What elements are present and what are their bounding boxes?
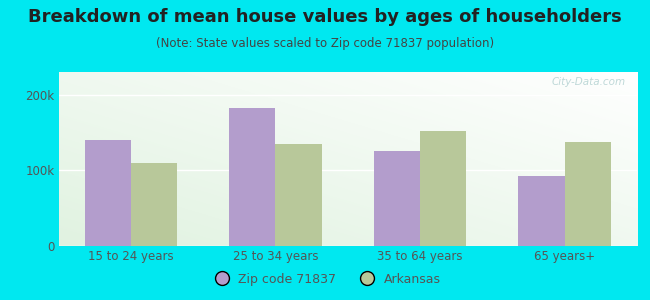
Text: City-Data.com: City-Data.com	[551, 77, 625, 87]
Text: (Note: State values scaled to Zip code 71837 population): (Note: State values scaled to Zip code 7…	[156, 38, 494, 50]
Bar	[131, 163, 177, 246]
Bar	[374, 152, 420, 246]
Legend: Zip code 71837, Arkansas: Zip code 71837, Arkansas	[204, 268, 446, 291]
Bar	[276, 144, 322, 246]
Bar	[519, 176, 565, 246]
Bar	[229, 108, 276, 246]
Bar	[420, 131, 466, 246]
Text: Breakdown of mean house values by ages of householders: Breakdown of mean house values by ages o…	[28, 8, 622, 26]
Bar	[565, 142, 611, 246]
Bar	[84, 140, 131, 246]
